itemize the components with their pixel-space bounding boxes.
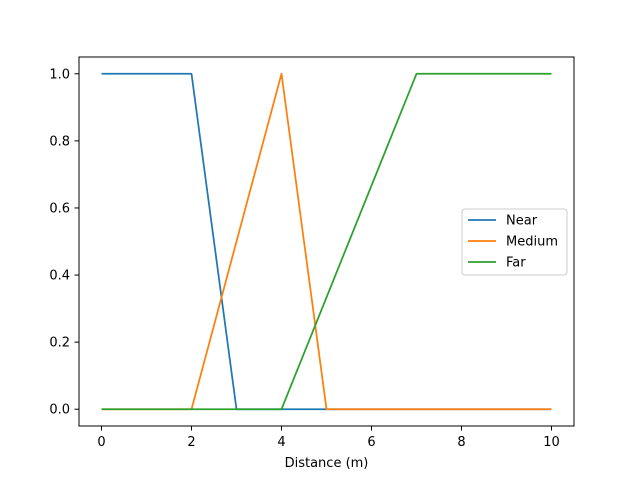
- y-tick-label: 1.0: [49, 67, 70, 82]
- x-axis: 0 2 4 6 8 10: [97, 426, 560, 450]
- x-tick-label: 0: [97, 435, 105, 450]
- y-tick-label: 0.6: [49, 201, 70, 216]
- y-tick-label: 0.2: [49, 336, 70, 351]
- y-tick-label: 0.8: [49, 134, 70, 149]
- plot-area: [78, 56, 575, 427]
- x-tick-label: 8: [457, 435, 465, 450]
- x-tick-label: 2: [187, 435, 195, 450]
- x-axis-title: Distance (m): [285, 456, 369, 471]
- y-axis: 0.0 0.2 0.4 0.6 0.8 1.0: [49, 67, 79, 418]
- legend-box: [461, 208, 568, 276]
- legend-label-medium: Medium: [506, 235, 558, 250]
- legend-label-near: Near: [506, 214, 538, 229]
- y-tick-label: 0.0: [49, 403, 70, 418]
- series-line-far: [101, 72, 552, 411]
- x-tick-label: 10: [543, 435, 560, 450]
- y-tick-label: 0.4: [49, 269, 70, 284]
- legend-label-far: Far: [506, 256, 526, 271]
- x-tick-label: 6: [367, 435, 375, 450]
- legend: Near Medium Far: [461, 208, 568, 276]
- plot-frame: [78, 56, 575, 427]
- x-tick-label: 4: [277, 435, 285, 450]
